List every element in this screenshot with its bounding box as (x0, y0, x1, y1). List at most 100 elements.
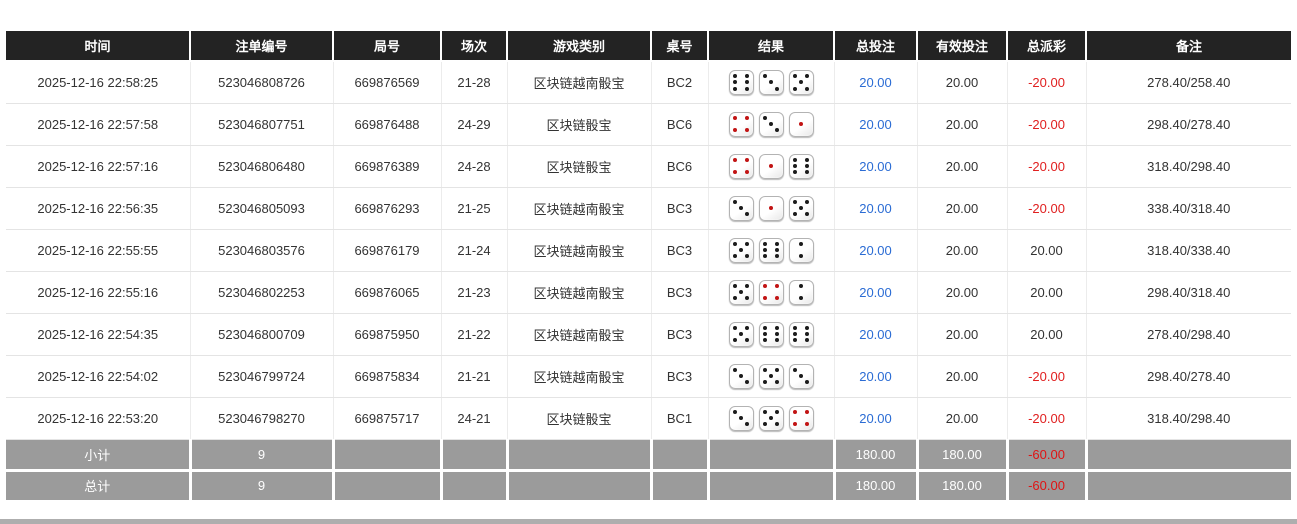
dice-result-group (710, 111, 833, 137)
footer-empty-cell (441, 439, 509, 472)
dice-icon-6 (788, 321, 814, 347)
cell-game-type: 区块链越南骰宝 (507, 313, 652, 356)
cell-session: 21-21 (441, 355, 508, 398)
cell-total-bet: 20.00 (834, 229, 918, 272)
cell-result (708, 103, 835, 146)
cell-round: 669876179 (333, 229, 442, 272)
cell-remark: 298.40/278.40 (1086, 355, 1291, 398)
dice-icon-3 (728, 363, 754, 389)
cell-valid-bet: 20.00 (917, 397, 1008, 440)
cell-result (708, 187, 835, 230)
footer-count: 9 (190, 470, 335, 503)
cell-payout: 20.00 (1007, 229, 1087, 272)
cell-result (708, 229, 835, 272)
column-header: 注单编号 (190, 31, 334, 62)
cell-total-bet: 20.00 (834, 187, 918, 230)
cell-round: 669876569 (333, 61, 442, 104)
dice-icon-1 (788, 111, 814, 137)
dice-icon-4 (758, 279, 784, 305)
cell-total-bet: 20.00 (834, 355, 918, 398)
cell-total-bet: 20.00 (834, 61, 918, 104)
cell-result (708, 355, 835, 398)
table-footer: 小计 9 180.00 180.00 -60.00 总计 9 180.00 180.00 -60.… (6, 439, 1291, 503)
bottom-divider-bar (0, 519, 1297, 524)
dice-result-group (710, 279, 833, 305)
cell-result (708, 145, 835, 188)
cell-table-no: BC3 (651, 271, 709, 314)
dice-icon-5 (728, 237, 754, 263)
dice-result-group (710, 237, 833, 263)
table-row: 2025-12-16 22:53:20 523046798270 669875717… (6, 397, 1291, 440)
dice-icon-1 (758, 195, 784, 221)
dice-icon-3 (758, 69, 784, 95)
cell-payout: -20.00 (1007, 61, 1087, 104)
cell-bet-id: 523046798270 (190, 397, 334, 440)
cell-result (708, 271, 835, 314)
cell-round: 669876488 (333, 103, 442, 146)
dice-icon-5 (758, 405, 784, 431)
cell-total-bet: 20.00 (834, 271, 918, 314)
cell-remark: 298.40/278.40 (1086, 103, 1291, 146)
column-header: 备注 (1086, 31, 1291, 62)
footer-empty-cell (507, 470, 653, 503)
column-header: 时间 (6, 31, 191, 62)
footer-empty-cell (441, 470, 509, 503)
dice-icon-1 (758, 153, 784, 179)
cell-total-bet: 20.00 (834, 313, 918, 356)
dice-icon-3 (758, 111, 784, 137)
cell-valid-bet: 20.00 (917, 187, 1008, 230)
footer-empty-cell (651, 470, 710, 503)
column-header: 总投注 (834, 31, 918, 62)
cell-remark: 298.40/318.40 (1086, 271, 1291, 314)
cell-game-type: 区块链越南骰宝 (507, 355, 652, 398)
column-header: 结果 (708, 31, 835, 62)
cell-session: 21-24 (441, 229, 508, 272)
cell-valid-bet: 20.00 (917, 103, 1008, 146)
cell-bet-id: 523046803576 (190, 229, 334, 272)
cell-valid-bet: 20.00 (917, 355, 1008, 398)
cell-table-no: BC3 (651, 313, 709, 356)
column-header: 有效投注 (917, 31, 1008, 62)
cell-payout: -20.00 (1007, 103, 1087, 146)
cell-payout: 20.00 (1007, 271, 1087, 314)
cell-time: 2025-12-16 22:55:55 (6, 229, 191, 272)
table-header: 时间 注单编号 局号 场次 游戏类别 桌号 结果 总投注 有效投注 总派彩 备注 (6, 31, 1291, 62)
dice-result-group (710, 153, 833, 179)
dice-icon-5 (728, 321, 754, 347)
table-row: 2025-12-16 22:55:55 523046803576 669876179… (6, 229, 1291, 272)
cell-table-no: BC3 (651, 187, 709, 230)
footer-empty-cell (651, 439, 710, 472)
cell-bet-id: 523046808726 (190, 61, 334, 104)
cell-game-type: 区块链越南骰宝 (507, 61, 652, 104)
cell-payout: -20.00 (1007, 397, 1087, 440)
cell-time: 2025-12-16 22:57:16 (6, 145, 191, 188)
cell-bet-id: 523046806480 (190, 145, 334, 188)
cell-remark: 318.40/338.40 (1086, 229, 1291, 272)
footer-empty-cell (1086, 439, 1291, 472)
cell-payout: -20.00 (1007, 355, 1087, 398)
dice-icon-6 (728, 69, 754, 95)
total-row: 总计 9 180.00 180.00 -60.00 (6, 470, 1291, 503)
cell-round: 669876389 (333, 145, 442, 188)
dice-icon-2 (788, 237, 814, 263)
column-header: 游戏类别 (507, 31, 652, 62)
dice-icon-3 (728, 195, 754, 221)
cell-result (708, 313, 835, 356)
cell-time: 2025-12-16 22:55:16 (6, 271, 191, 314)
footer-total-bet: 180.00 (834, 470, 919, 503)
footer-total-bet: 180.00 (834, 439, 919, 472)
cell-valid-bet: 20.00 (917, 145, 1008, 188)
cell-bet-id: 523046800709 (190, 313, 334, 356)
cell-time: 2025-12-16 22:54:35 (6, 313, 191, 356)
footer-empty-cell (333, 470, 443, 503)
dice-icon-5 (758, 363, 784, 389)
footer-valid-bet: 180.00 (917, 470, 1009, 503)
cell-total-bet: 20.00 (834, 145, 918, 188)
footer-payout: -60.00 (1007, 470, 1088, 503)
dice-icon-4 (728, 153, 754, 179)
cell-bet-id: 523046807751 (190, 103, 334, 146)
cell-session: 24-21 (441, 397, 508, 440)
dice-icon-3 (728, 405, 754, 431)
footer-empty-cell (507, 439, 653, 472)
cell-round: 669875834 (333, 355, 442, 398)
